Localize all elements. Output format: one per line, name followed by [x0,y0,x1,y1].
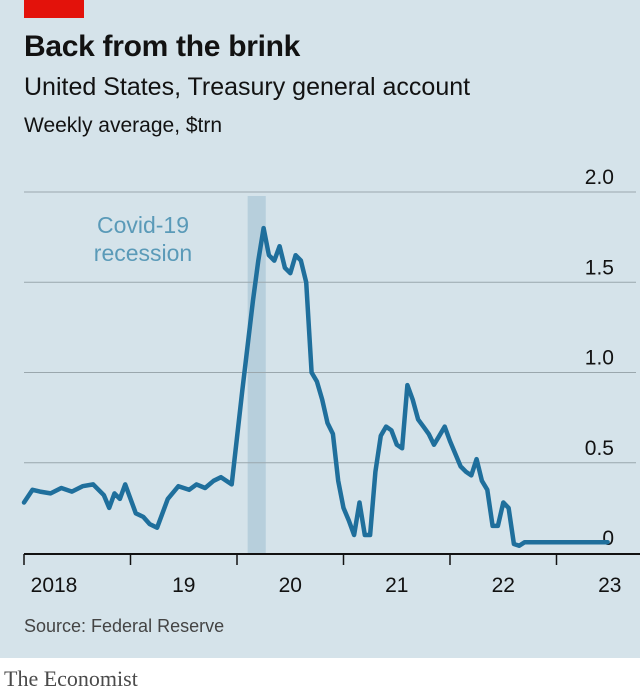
recession-shade-layer [248,196,266,553]
recession-label-line: Covid-19 [97,212,189,238]
recession-label-line: recession [94,240,192,266]
series-layer [24,228,608,546]
series-line [24,228,608,546]
line-chart: 0 0.5 1.0 1.5 2.0 2018 19 20 21 22 23 Covid-19rec… [0,0,640,660]
x-tick-label: 20 [279,574,302,597]
x-tick-label: 2018 [31,574,78,597]
x-axis: 2018 19 20 21 22 23 [24,554,640,597]
y-tick-label: 1.5 [585,256,614,279]
x-tick-label: 19 [172,574,195,597]
x-tick-label: 22 [492,574,515,597]
y-axis-ticks: 0 0.5 1.0 1.5 2.0 [585,166,614,550]
brand-logo-text: The Economist [4,666,138,692]
x-tick-label: 21 [385,574,408,597]
y-tick-label: 1.0 [585,347,614,370]
y-tick-label: 0 [602,527,614,550]
y-tick-label: 2.0 [585,166,614,189]
y-tick-label: 0.5 [585,437,614,460]
source-note: Source: Federal Reserve [24,616,224,637]
recession-shade [248,196,266,553]
x-tick-label: 23 [598,574,621,597]
